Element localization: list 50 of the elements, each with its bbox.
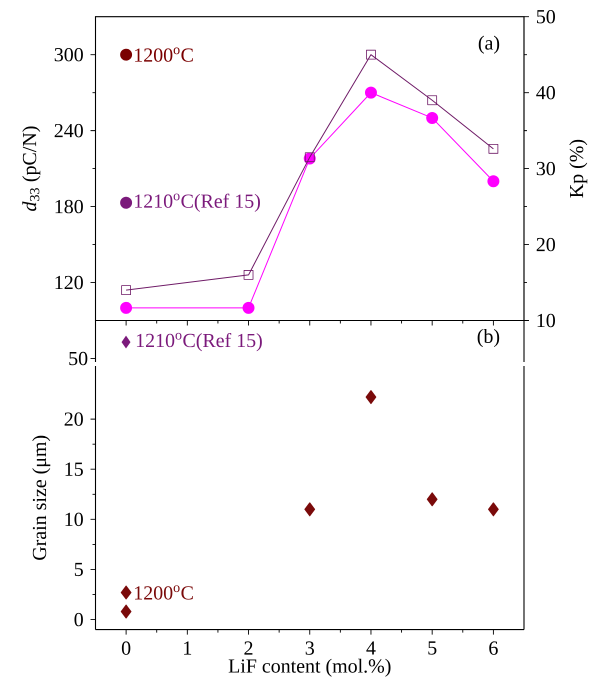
x-tick-label: 3	[306, 641, 314, 655]
point	[488, 502, 499, 516]
point	[242, 302, 255, 314]
y-tick-label: 120	[56, 276, 83, 290]
point	[120, 586, 132, 600]
y2-tick-label: 10	[538, 314, 555, 328]
y-tick-label: 5	[74, 562, 83, 576]
y-tick-label: 0	[74, 612, 83, 626]
point	[488, 144, 498, 154]
y-tick-label: 10	[66, 512, 83, 526]
point	[120, 604, 132, 619]
point	[426, 492, 438, 506]
series-label: 1210$^{o}$C(Ref 15)	[135, 194, 260, 212]
point	[364, 86, 377, 99]
y-tick-label: 180	[56, 200, 83, 214]
point	[121, 285, 131, 295]
point	[120, 302, 132, 314]
point	[120, 196, 132, 209]
text: 1210$^{o}$C(Ref 15)	[136, 332, 262, 352]
y2-tick-label: 40	[536, 86, 555, 100]
x-tick-label: 4	[366, 641, 376, 655]
x-tick-label: 2	[244, 641, 252, 655]
y-axis-title: d$_{33}$ (pC/N)	[22, 126, 40, 211]
point	[426, 112, 438, 124]
series-label: 1200$^{o}$C	[135, 585, 193, 600]
point	[366, 50, 376, 60]
x-axis-title: LiF content (mol.%)	[228, 658, 391, 677]
y-tick-label: 300	[54, 48, 83, 62]
series-label: 1200$^{o}$C	[135, 48, 193, 62]
y2-tick-label: 20	[536, 238, 555, 252]
text: (b)	[478, 328, 500, 348]
x-tick-label: 0	[122, 641, 130, 655]
text: 50	[69, 352, 88, 366]
x-tick-label: 6	[489, 641, 498, 655]
point	[120, 48, 132, 61]
x-tick-label: 1	[184, 641, 192, 655]
y2-tick-label: 50	[536, 10, 555, 24]
y-axis-title: Grain size (μm)	[32, 436, 50, 560]
y2-tick-label: 30	[536, 162, 555, 176]
y-tick-label: 15	[66, 462, 83, 476]
y-tick-label: 240	[54, 124, 83, 138]
y-tick-label: 20	[64, 412, 83, 426]
point	[487, 175, 500, 188]
point	[244, 270, 254, 280]
point	[366, 390, 376, 404]
point	[304, 502, 316, 516]
x-tick-label: 5	[428, 641, 436, 655]
y2-axis-title: Kp (%)	[569, 140, 588, 198]
annotation: (a)	[478, 36, 500, 54]
point	[427, 95, 438, 106]
